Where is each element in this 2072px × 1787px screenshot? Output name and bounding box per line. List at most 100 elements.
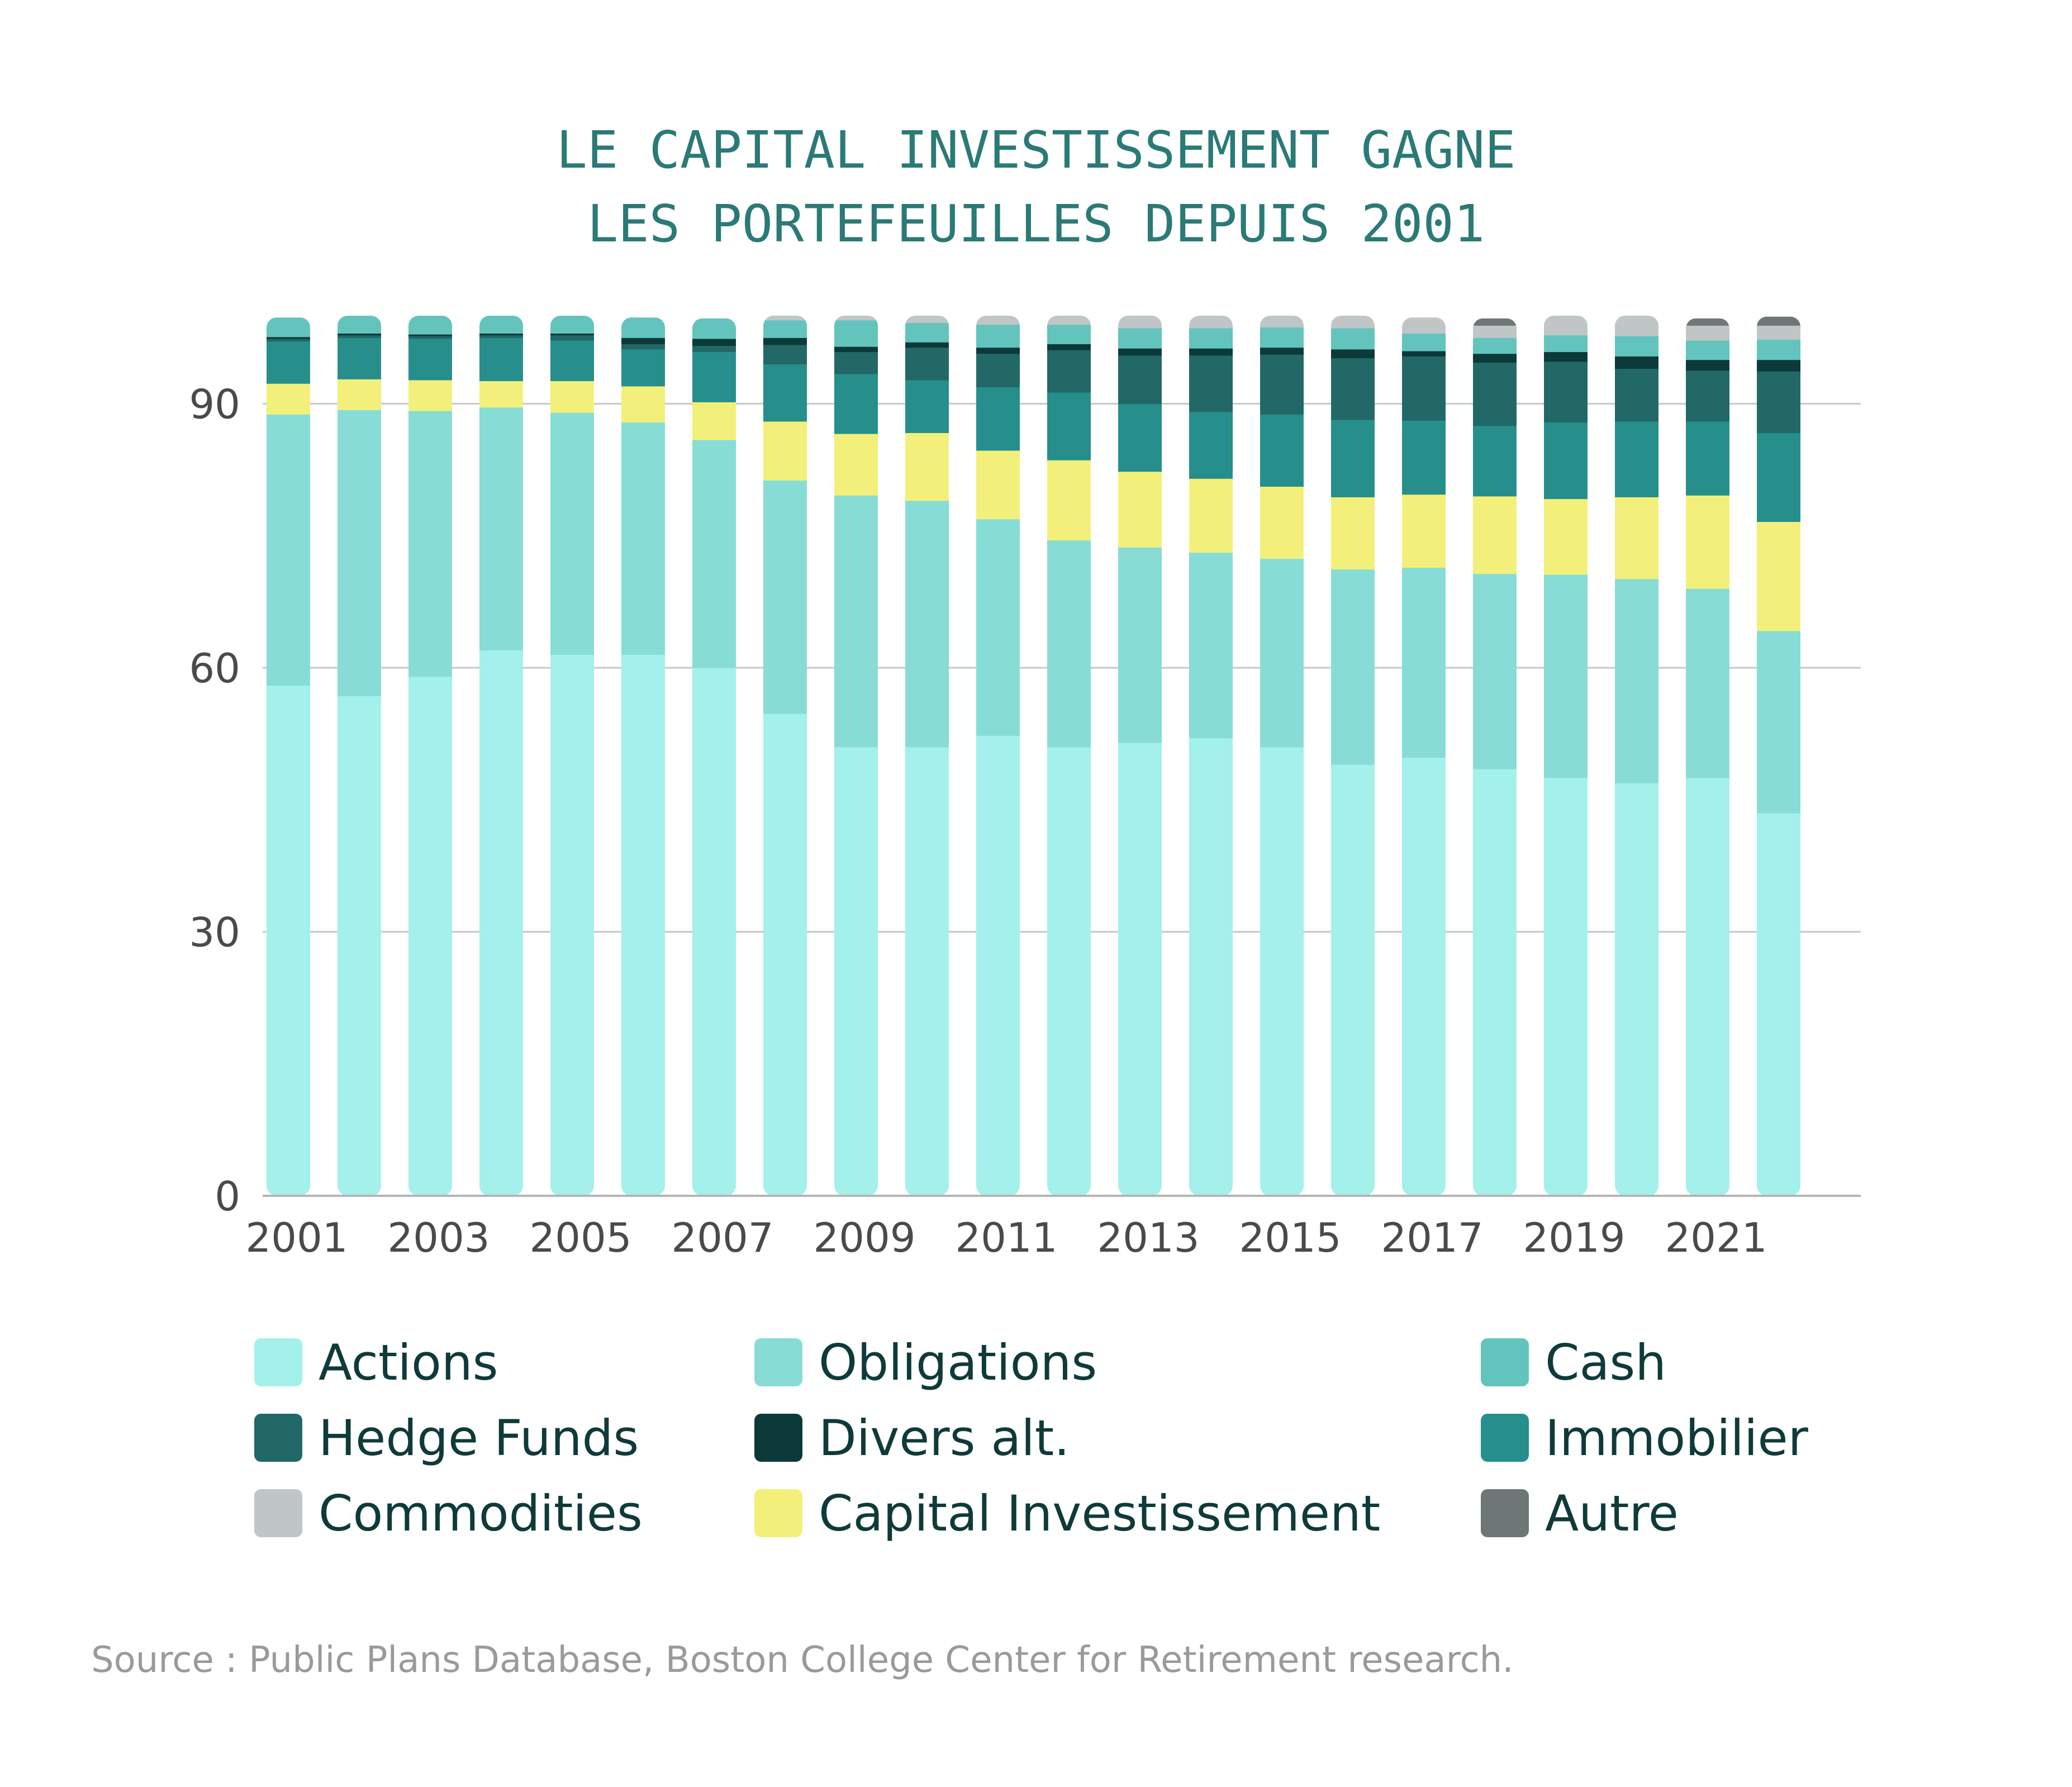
bar-segment-immobilier <box>1260 414 1304 487</box>
bar-segment-divers-alt- <box>905 342 949 348</box>
bar-segment-actions <box>692 668 736 1196</box>
bar-segment-obligations <box>621 422 665 655</box>
legend: Actions Obligations Cash Hedge Funds Divers … <box>254 1334 1809 1542</box>
bar-segment-hedge-funds <box>1331 358 1375 420</box>
bar-segment-obligations <box>550 412 594 655</box>
bar-segment-capital-investissement <box>338 379 381 411</box>
bar-segment-actions <box>479 650 523 1196</box>
bar-segment-obligations <box>479 407 523 650</box>
bar-segment-obligations <box>1189 552 1233 739</box>
bar-segment-obligations <box>763 480 807 714</box>
legend-swatch <box>1481 1489 1529 1537</box>
bar-segment-capital-investissement <box>976 450 1020 520</box>
bar-segment-commodities <box>976 316 1020 325</box>
bars <box>267 316 1800 1196</box>
bar-segment-actions <box>1047 747 1091 1196</box>
bar-segment-immobilier <box>408 338 452 381</box>
bar-segment-immobilier <box>763 364 807 422</box>
bar-segment-immobilier <box>1118 403 1162 472</box>
bar-segment-commodities <box>1686 325 1729 341</box>
y-tick-label: 0 <box>215 1173 240 1220</box>
bar-segment-divers-alt- <box>1189 348 1233 356</box>
bar-segment-hedge-funds <box>1757 371 1800 433</box>
bar-segment-hedge-funds <box>1047 350 1091 393</box>
bar-segment-capital-investissement <box>1402 494 1446 568</box>
bar-segment-divers-alt- <box>976 347 1020 354</box>
legend-label: Cash <box>1545 1334 1666 1391</box>
legend-swatch <box>254 1414 302 1462</box>
bar-segment-actions <box>763 713 807 1196</box>
bar-segment-cash <box>1686 340 1729 360</box>
bar-stack-2002 <box>338 316 381 1196</box>
source-note: Source : Public Plans Database, Boston C… <box>91 1639 1514 1681</box>
bar-segment-commodities <box>1189 316 1233 329</box>
bar-segment-hedge-funds <box>1189 355 1233 412</box>
bar-segment-autre <box>1686 318 1729 326</box>
bar-segment-immobilier <box>550 340 594 382</box>
bar-segment-divers-alt- <box>1615 356 1658 369</box>
y-tick-label: 60 <box>189 645 240 692</box>
bar-segment-immobilier <box>267 341 310 384</box>
bar-segment-cash <box>1118 328 1162 349</box>
bar-segment-obligations <box>1544 574 1588 778</box>
y-tick-label: 30 <box>189 909 240 956</box>
bar-segment-commodities <box>1757 325 1800 340</box>
bar-segment-cash <box>479 316 523 334</box>
bar-stack-2011 <box>976 316 1020 1196</box>
bar-stack-2001 <box>267 317 310 1196</box>
bar-segment-immobilier <box>905 379 949 433</box>
bar-segment-hedge-funds <box>1686 370 1729 422</box>
legend-label: Divers alt. <box>819 1409 1070 1467</box>
x-tick-label: 2011 <box>955 1214 1057 1261</box>
bar-segment-cash <box>267 317 310 338</box>
bar-segment-autre <box>1757 316 1800 326</box>
legend-label: Autre <box>1545 1485 1679 1542</box>
bar-stack-2018 <box>1473 318 1517 1196</box>
legend-swatch <box>754 1338 802 1386</box>
bar-segment-capital-investissement <box>1189 478 1233 553</box>
bar-segment-commodities <box>1118 316 1162 329</box>
bar-stack-2019 <box>1544 316 1588 1196</box>
bar-segment-divers-alt- <box>1757 359 1800 372</box>
bar-segment-capital-investissement <box>479 381 523 408</box>
chart-title-line-2: LES PORTEFEUILLES DEPUIS 2001 <box>587 194 1485 254</box>
bar-segment-commodities <box>1331 316 1375 329</box>
bar-segment-actions <box>976 735 1020 1196</box>
bar-segment-hedge-funds <box>1544 361 1588 423</box>
bar-segment-capital-investissement <box>1757 521 1800 631</box>
bar-segment-actions <box>1331 764 1375 1196</box>
bar-segment-hedge-funds <box>1615 368 1658 422</box>
bar-segment-commodities <box>1402 317 1446 334</box>
legend-item-autre: Autre <box>1481 1485 1679 1542</box>
bar-segment-cash <box>1757 339 1800 360</box>
bar-segment-hedge-funds <box>976 353 1020 388</box>
bar-segment-immobilier <box>1402 420 1446 495</box>
bar-segment-commodities <box>763 316 807 321</box>
bar-segment-capital-investissement <box>1047 460 1091 541</box>
bar-segment-cash <box>1615 336 1658 357</box>
bar-segment-capital-investissement <box>692 402 736 440</box>
bar-segment-cash <box>692 318 736 339</box>
bar-stack-2010 <box>905 316 949 1196</box>
bar-segment-hedge-funds <box>905 347 949 381</box>
legend-label: Obligations <box>819 1334 1097 1391</box>
bar-segment-actions <box>1402 757 1446 1196</box>
legend-label: Actions <box>319 1334 498 1391</box>
bar-segment-hedge-funds <box>479 335 523 338</box>
bar-segment-cash <box>1473 338 1517 354</box>
legend-label: Immobilier <box>1545 1409 1809 1467</box>
bar-stack-2012 <box>1047 316 1091 1196</box>
bar-stack-2017 <box>1402 317 1446 1196</box>
legend-label: Commodities <box>319 1485 643 1542</box>
bar-segment-capital-investissement <box>1686 495 1729 589</box>
bar-segment-cash <box>1189 328 1233 349</box>
bar-segment-cash <box>408 316 452 335</box>
bar-segment-hedge-funds <box>338 335 381 338</box>
bar-segment-actions <box>1757 812 1800 1196</box>
bar-segment-divers-alt- <box>1260 347 1304 355</box>
legend-swatch <box>1481 1338 1529 1386</box>
x-tick-label: 2009 <box>813 1214 915 1261</box>
bar-segment-divers-alt- <box>1686 359 1729 371</box>
legend-label: Hedge Funds <box>319 1409 639 1467</box>
